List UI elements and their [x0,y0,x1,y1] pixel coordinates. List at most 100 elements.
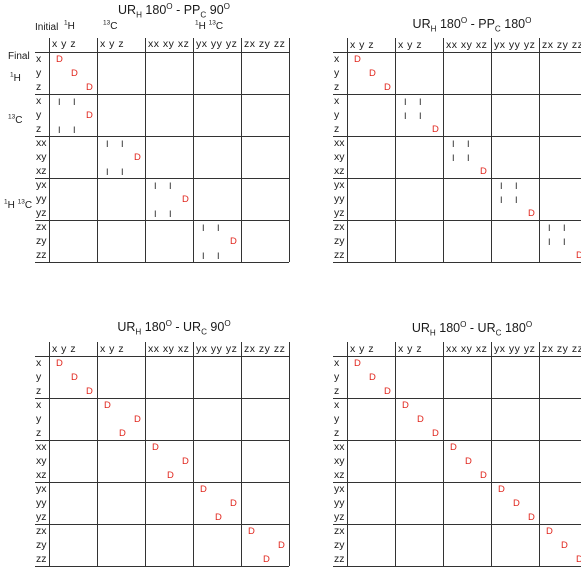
column-group-header: xx xy xz [148,38,190,50]
matrix-mark-i: I [121,139,124,149]
grid-row-divider [333,220,581,221]
matrix-mark-d: D [480,166,487,177]
row-label: yz [36,511,47,523]
row-label: xy [36,151,47,163]
matrix-mark-d: D [465,456,472,467]
row-label: yx [36,179,47,191]
grid-left-border [49,38,50,262]
row-label: y [36,67,42,79]
column-group-header: yx yy yz [494,39,536,51]
matrix-mark-i: I [452,153,455,163]
grid-column-divider [193,38,194,262]
row-label: z [36,385,42,397]
row-label: yy [36,497,47,509]
matrix-mark-i: I [452,139,455,149]
row-label: z [36,123,42,135]
matrix-mark-d: D [182,194,189,205]
matrix-mark-d: D [167,470,174,481]
row-label: yy [36,193,47,205]
matrix-mark-i: I [548,223,551,233]
row-label: xx [36,441,47,453]
grid-row-divider [333,94,581,95]
matrix-mark-d: D [384,82,391,93]
matrix-mark-d: D [528,208,535,219]
final-label: Final [8,51,30,62]
matrix-mark-d: D [561,540,568,551]
column-group-header: zx zy zz [542,39,581,51]
matrix-mark-i: I [515,181,518,191]
row-label: x [36,53,42,65]
row-label: x [36,95,42,107]
grid-row-divider [35,136,289,137]
grid-row-divider [333,482,581,483]
matrix-mark-i: I [154,181,157,191]
grid-top-border [35,52,289,53]
grid-row-divider [35,398,289,399]
row-label: x [36,357,42,369]
row-label: z [36,81,42,93]
matrix-mark-d: D [354,358,361,369]
row-label: zx [36,525,47,537]
matrix-mark-d: D [528,512,535,523]
matrix-mark-d: D [215,512,222,523]
matrix-mark-i: I [467,153,470,163]
grid-column-divider [97,342,98,566]
grid-left-border [347,342,348,566]
matrix-mark-d: D [152,442,159,453]
panel-title: URH 180O - PPC 90O [118,1,230,20]
final-h-label: 1H [10,71,21,84]
initial-hc-label: 1H 13C [195,19,224,32]
row-label: y [36,413,42,425]
grid-column-divider [539,38,540,262]
grid-row-divider [35,178,289,179]
initial-label: Initial [35,22,59,33]
grid-left-border [49,342,50,566]
row-label: x [334,399,340,411]
row-label: zz [334,249,345,261]
column-group-header: x y z [398,39,423,51]
matrix-mark-d: D [134,414,141,425]
matrix-mark-d: D [278,540,285,551]
grid-column-divider [289,38,290,262]
matrix-mark-i: I [202,223,205,233]
row-label: y [36,371,42,383]
row-label: z [334,385,340,397]
row-label: zy [334,235,345,247]
matrix-mark-d: D [576,250,581,261]
matrix-mark-d: D [513,498,520,509]
grid-row-divider [333,440,581,441]
row-label: xz [334,469,345,481]
matrix-mark-d: D [576,554,581,565]
matrix-mark-d: D [230,236,237,247]
grid-row-divider [35,524,289,525]
row-label: xz [36,469,47,481]
matrix-mark-i: I [73,125,76,135]
row-label: zx [334,525,345,537]
row-label: yy [334,193,345,205]
matrix-mark-i: I [563,237,566,247]
row-label: y [36,109,42,121]
grid-row-divider [35,220,289,221]
row-label: zz [36,249,47,261]
row-label: zx [334,221,345,233]
matrix-mark-i: I [73,97,76,107]
matrix-mark-i: I [500,181,503,191]
row-label: z [36,427,42,439]
matrix-mark-i: I [202,251,205,261]
row-label: y [334,413,340,425]
matrix-mark-i: I [563,223,566,233]
row-label: z [334,427,340,439]
matrix-mark-i: I [217,223,220,233]
panel-title: URH 180O - URC 180O [411,319,533,338]
matrix-mark-i: I [121,167,124,177]
row-label: xx [334,441,345,453]
row-label: zx [36,221,47,233]
grid-column-divider [193,342,194,566]
row-label: xy [334,455,345,467]
row-label: x [36,399,42,411]
row-label: xy [36,455,47,467]
matrix-mark-d: D [369,68,376,79]
initial-h-label: 1H [64,19,75,32]
row-label: zy [334,539,345,551]
